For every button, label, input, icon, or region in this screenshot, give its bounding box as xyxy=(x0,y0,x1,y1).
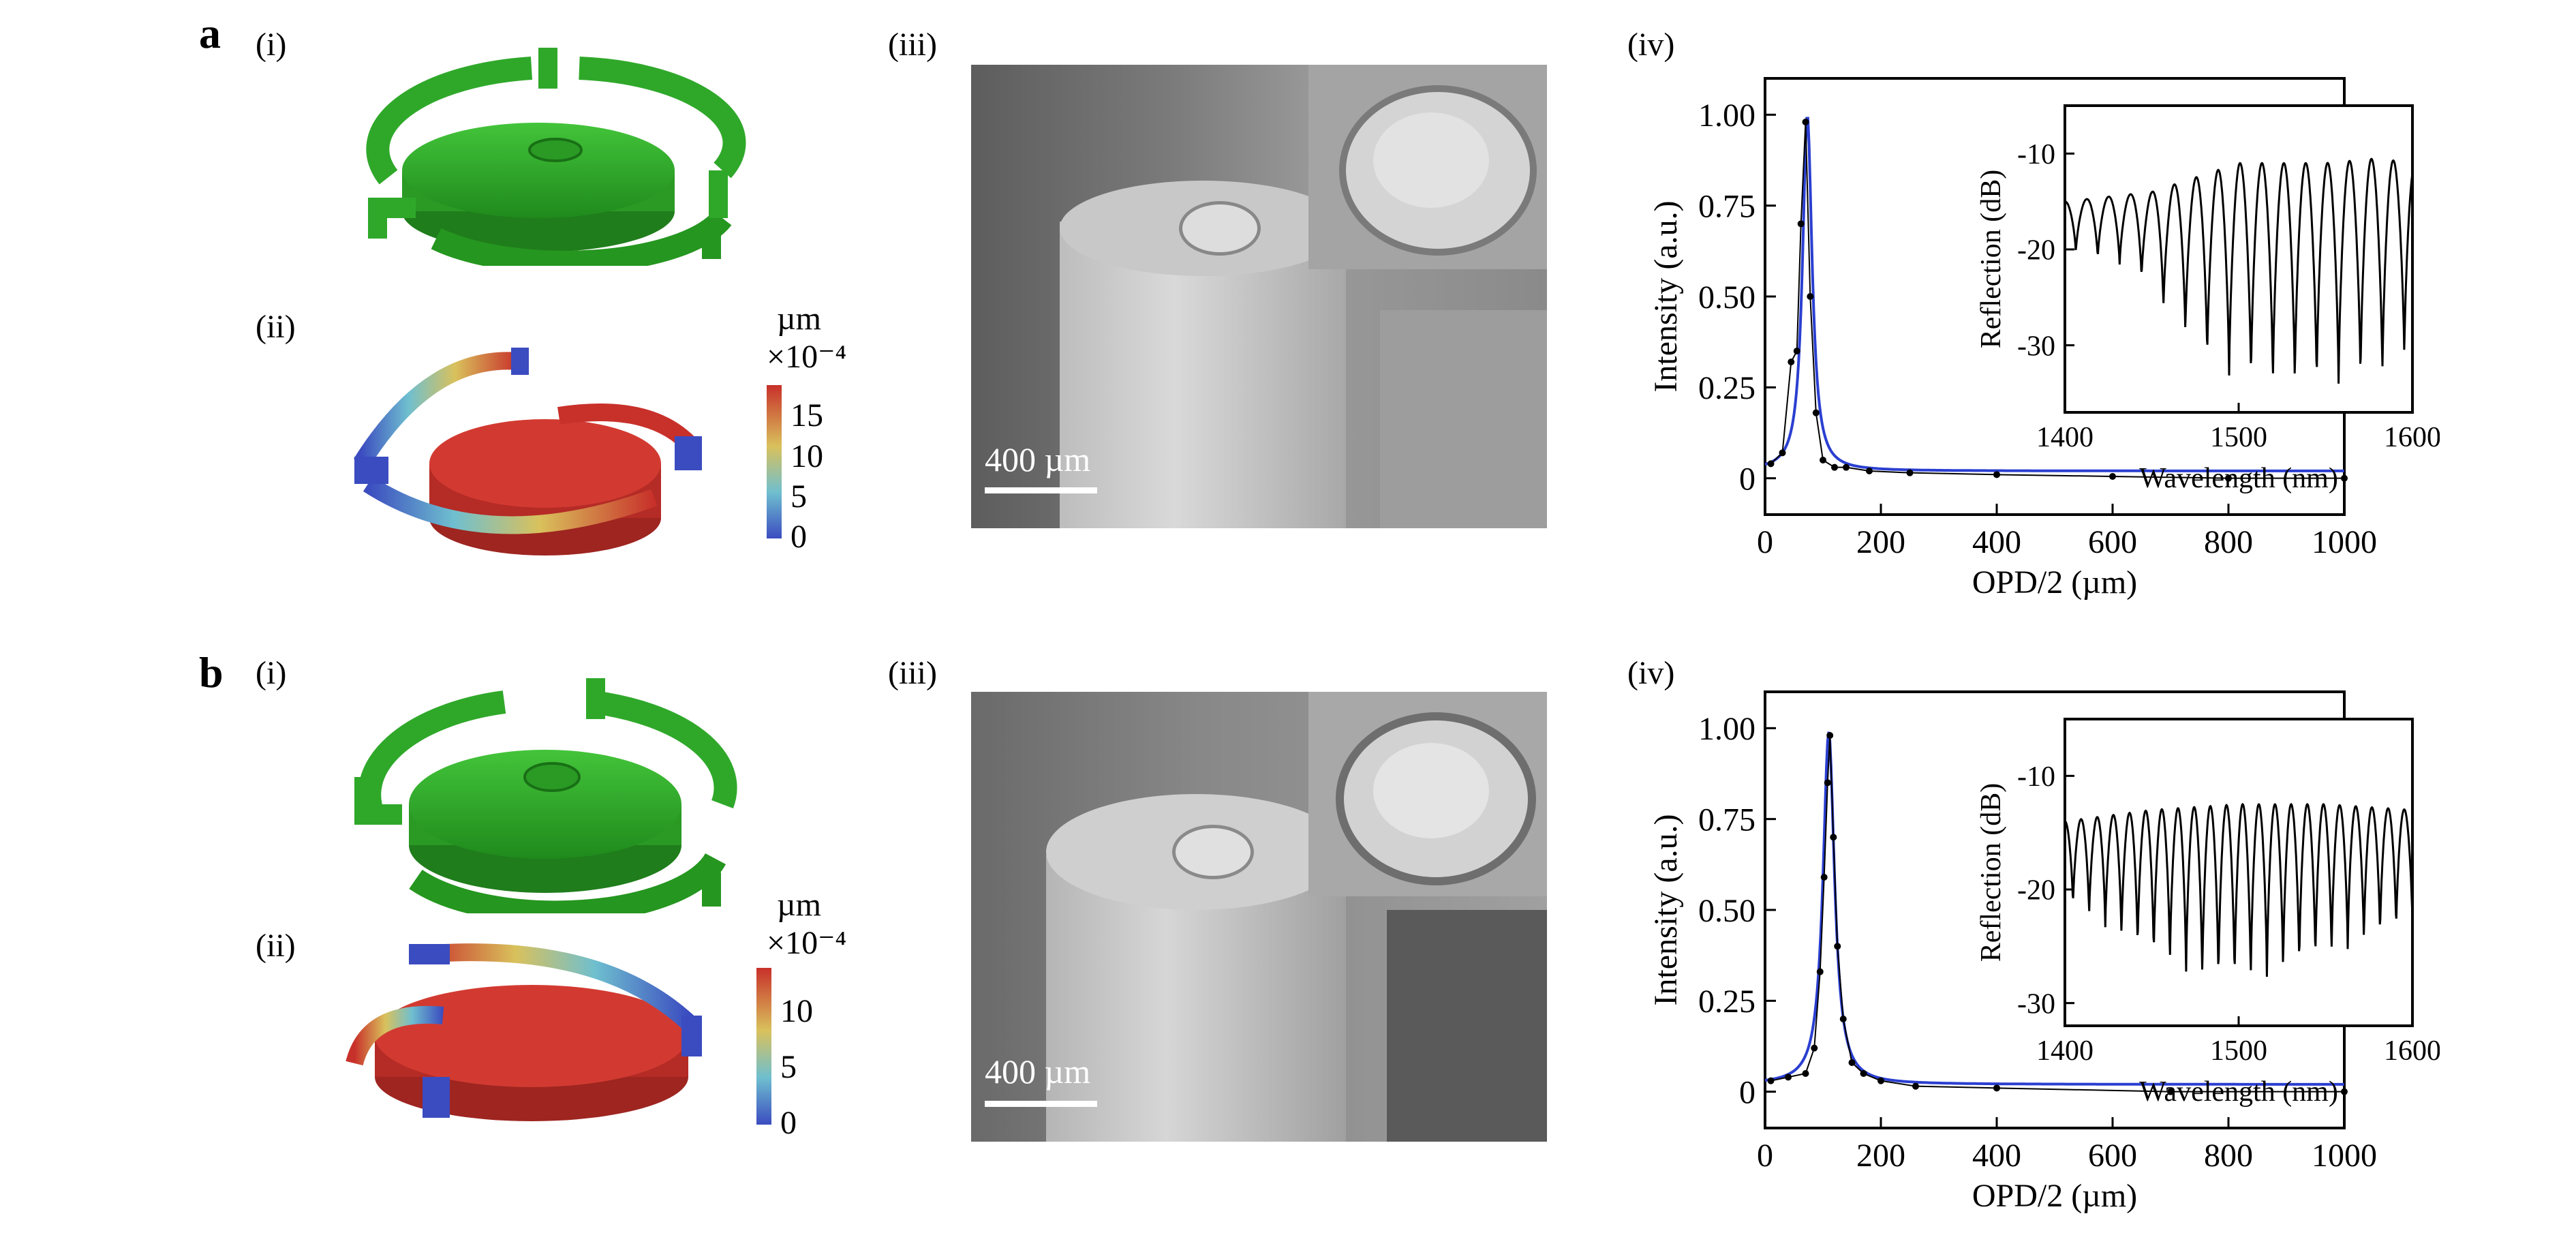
device-on-fiber xyxy=(1179,201,1261,256)
label-a-ii: (ii) xyxy=(256,309,296,345)
main-y-tick-label: 0.50 xyxy=(1698,893,1755,929)
scale-bar xyxy=(985,1101,1097,1107)
main-x-tick-label: 600 xyxy=(2088,524,2137,560)
chart-a-iv: 0 200 400 600 800 1000 0 0.25 0.50 0.75 1.00 OPD/2 … xyxy=(1648,77,2440,600)
inset-disc xyxy=(1373,743,1489,838)
inset-x-tick-label: 1600 xyxy=(2384,422,2440,453)
sem-inset xyxy=(1308,692,1547,896)
main-y-tick-label: 0 xyxy=(1739,1074,1755,1110)
main-y-tick-label: 0.75 xyxy=(1698,188,1755,224)
main-y-axis-label: Intensity (a.u.) xyxy=(1648,814,1684,1005)
inset-y-tick-label: -10 xyxy=(2017,139,2055,170)
scale-bar-label: 400 µm xyxy=(985,1052,1091,1091)
sem-inset xyxy=(1308,65,1547,269)
inset-y-axis-label: Reflection (dB) xyxy=(1976,170,2007,348)
main-x-tick-label: 0 xyxy=(1757,1138,1773,1174)
inset-x-tick-label: 1600 xyxy=(2384,1035,2440,1067)
inset-y-tick-label: -30 xyxy=(2017,988,2055,1020)
label-b-iv: (iv) xyxy=(1627,655,1675,691)
sem-image-a: 400 µm xyxy=(971,65,1547,528)
fit-line xyxy=(1764,117,2344,472)
colorbar-tick: 10 xyxy=(791,438,823,474)
inset-fringe-line xyxy=(2064,802,2414,977)
colorbar-tick: 5 xyxy=(780,1048,797,1085)
main-y-tick-label: 0 xyxy=(1739,461,1755,497)
main-x-tick-label: 400 xyxy=(1972,1138,2021,1174)
main-x-axis-label: OPD/2 (µm) xyxy=(1972,1178,2137,1214)
colorbar-unit-a: µm xyxy=(777,301,821,337)
inset-y-tick-label: -10 xyxy=(2017,761,2055,793)
colorbar-gradient-a xyxy=(767,385,782,538)
inset-axes-frame xyxy=(2064,718,2414,1027)
inset-axes-frame xyxy=(2064,104,2414,414)
main-x-tick-label: 200 xyxy=(1856,524,1905,560)
inset-y-tick-label: -20 xyxy=(2017,875,2055,907)
colorbar-ticks-a: 15 10 5 0 xyxy=(791,385,859,555)
chart-b-iv: 0 200 400 600 800 1000 0 0.25 0.50 0.75 1.00 OPD/2 … xyxy=(1648,690,2440,1214)
label-b-ii: (ii) xyxy=(256,928,296,964)
main-y-tick-label: 1.00 xyxy=(1698,97,1755,134)
label-a-iii: (iii) xyxy=(888,27,937,63)
scale-bar-label: 400 µm xyxy=(985,440,1091,478)
main-y-tick-label: 1.00 xyxy=(1698,711,1755,747)
sem-image-b: 400 µm xyxy=(971,692,1547,1142)
inset-disc xyxy=(1373,112,1489,208)
model-render-b-i xyxy=(354,678,737,913)
colorbar-scale-b: ×10⁻⁴ xyxy=(767,925,847,961)
colorbar-unit-b: µm xyxy=(777,887,821,923)
background-right xyxy=(1380,310,1547,528)
colorbar-tick: 0 xyxy=(791,519,807,555)
data-point xyxy=(1767,1077,1775,1084)
main-x-axis-label: OPD/2 (µm) xyxy=(1972,564,2137,600)
inset-x-axis-label: Wavelength (nm) xyxy=(2139,1076,2338,1108)
label-a-iv: (iv) xyxy=(1627,27,1675,63)
main-x-tick-label: 400 xyxy=(1972,524,2021,560)
main-x-tick-label: 800 xyxy=(2204,1138,2253,1174)
main-x-tick-label: 800 xyxy=(2204,524,2253,560)
device-on-fiber xyxy=(1172,825,1254,879)
colorbar-scale-a: ×10⁻⁴ xyxy=(767,339,847,375)
inset-x-tick-label: 1400 xyxy=(2036,422,2094,453)
label-a-i: (i) xyxy=(256,27,287,63)
model-render-a-ii xyxy=(353,348,702,555)
main-x-tick-label: 600 xyxy=(2088,1138,2137,1174)
inset-x-tick-label: 1400 xyxy=(2036,1035,2094,1067)
colorbar-tick: 10 xyxy=(780,992,813,1029)
colorbar-ticks-b: 10 5 0 xyxy=(780,968,848,1141)
model-render-b-ii xyxy=(346,943,702,1121)
label-b-i: (i) xyxy=(256,655,287,691)
colorbar-tick: 5 xyxy=(791,478,807,515)
main-y-tick-label: 0.50 xyxy=(1698,279,1755,316)
inset-x-axis-label: Wavelength (nm) xyxy=(2139,463,2338,494)
colorbar-tick: 15 xyxy=(791,397,823,434)
data-trace xyxy=(1770,121,2344,479)
panel-letter-a: a xyxy=(199,9,221,57)
inset-y-tick-label: -20 xyxy=(2017,235,2055,267)
inset-y-tick-label: -30 xyxy=(2017,331,2055,362)
colorbar-tick: 0 xyxy=(780,1105,797,1141)
fit-line xyxy=(1764,731,2344,1086)
inset-x-tick-label: 1500 xyxy=(2210,422,2267,453)
main-y-tick-label: 0.75 xyxy=(1698,802,1755,838)
main-y-axis-label: Intensity (a.u.) xyxy=(1648,200,1684,392)
inset-x-tick-label: 1500 xyxy=(2210,1035,2267,1067)
data-trace xyxy=(1770,735,2344,1093)
colorbar-gradient-b xyxy=(756,968,771,1125)
inset-y-axis-label: Reflection (dB) xyxy=(1976,783,2007,962)
main-x-tick-label: 0 xyxy=(1757,524,1773,560)
main-y-tick-label: 0.25 xyxy=(1698,370,1755,406)
main-y-tick-label: 0.25 xyxy=(1698,984,1755,1020)
inset-fringe-line xyxy=(2064,157,2414,384)
label-b-iii: (iii) xyxy=(888,655,937,691)
main-x-tick-label: 1000 xyxy=(2312,524,2377,560)
panel-letter-b: b xyxy=(199,648,224,697)
model-render-a-i xyxy=(366,48,746,266)
scale-bar xyxy=(985,487,1097,493)
main-x-tick-label: 200 xyxy=(1856,1138,1905,1174)
background-right xyxy=(1387,910,1547,1142)
main-x-tick-label: 1000 xyxy=(2312,1138,2377,1174)
